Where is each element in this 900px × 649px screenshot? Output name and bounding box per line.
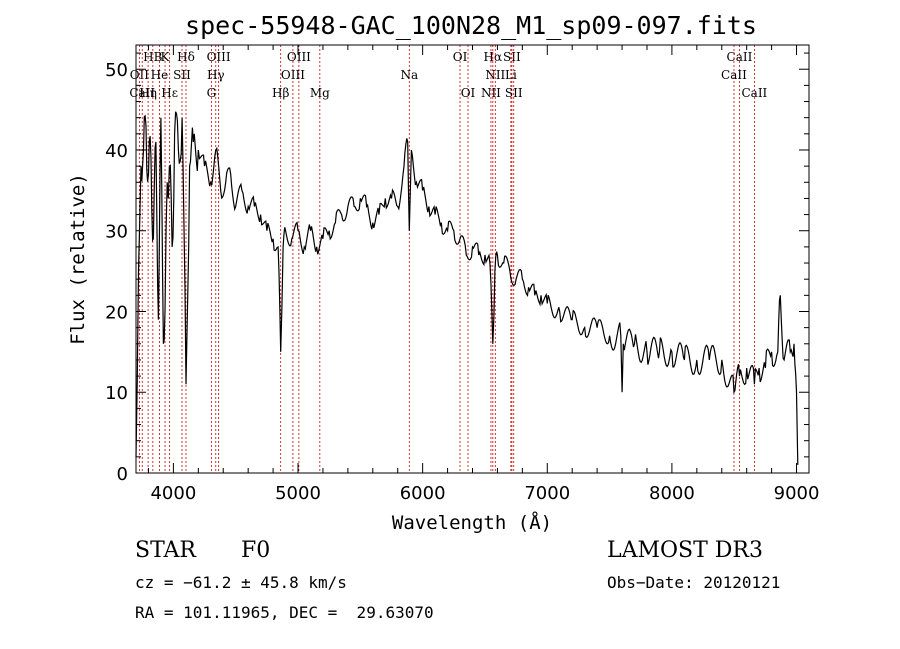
spectrum-series bbox=[135, 111, 799, 465]
line-marker-label: Hβ bbox=[272, 86, 289, 100]
line-marker-label: OI bbox=[461, 86, 476, 100]
line-marker-label: NII bbox=[481, 86, 501, 100]
line-marker-label: Hγ bbox=[207, 68, 225, 82]
line-marker-label: Li bbox=[505, 68, 517, 82]
line-marker-label: OIII bbox=[207, 50, 231, 64]
y-tick-label: 50 bbox=[105, 60, 128, 81]
line-marker-label: OI bbox=[453, 50, 468, 64]
x-tick-label: 8000 bbox=[649, 483, 695, 504]
redshift-cz: cz = −61.2 ± 45.8 km/s bbox=[135, 573, 347, 592]
line-marker-label: G bbox=[207, 86, 217, 100]
survey-name: LAMOST DR3 bbox=[607, 538, 763, 563]
object-subclass: F0 bbox=[241, 538, 271, 563]
line-marker-label: Hδ bbox=[177, 50, 195, 64]
line-marker-label: NII bbox=[485, 68, 505, 82]
x-axis-label: Wavelength (Å) bbox=[392, 511, 552, 534]
y-axis-label: Flux (relative) bbox=[67, 173, 89, 345]
line-marker-label: SII bbox=[505, 86, 523, 100]
line-marker-label: SII bbox=[173, 68, 191, 82]
y-tick-label: 30 bbox=[105, 222, 128, 243]
line-marker-label: Na bbox=[400, 68, 418, 82]
x-tick-label: 5000 bbox=[275, 483, 321, 504]
observation-date: Obs−Date: 20120121 bbox=[607, 573, 781, 592]
line-marker-label: Hα bbox=[484, 50, 503, 64]
line-marker-label: Hε bbox=[161, 86, 178, 100]
line-marker-label: OIII bbox=[281, 68, 305, 82]
x-tick-label: 6000 bbox=[400, 483, 446, 504]
plot-frame bbox=[135, 44, 810, 474]
line-marker-label: SII bbox=[503, 50, 521, 64]
line-marker-label: CaII bbox=[721, 68, 747, 82]
axes: 4000 5000 6000 7000 8000 9000 0 10 20 30 40 50 bbox=[105, 45, 819, 504]
line-marker-label: Mg bbox=[310, 86, 330, 100]
x-tick-label: 7000 bbox=[524, 483, 570, 504]
y-tick-label: 10 bbox=[105, 383, 128, 404]
line-marker-label: CaII bbox=[727, 50, 753, 64]
line-marker-label: He bbox=[151, 68, 169, 82]
y-tick-label: 40 bbox=[105, 141, 128, 162]
line-marker-label: K bbox=[161, 50, 171, 64]
y-tick-label: 20 bbox=[105, 302, 128, 323]
x-tick-label: 9000 bbox=[774, 483, 820, 504]
chart-title: spec-55948-GAC_100N28_M1_sp09-097.fits bbox=[185, 11, 757, 40]
object-type: STAR bbox=[135, 538, 196, 563]
y-tick-label: 0 bbox=[117, 464, 128, 485]
coordinates: RA = 101.11965, DEC = 29.63070 bbox=[135, 603, 434, 622]
line-marker-label: OII bbox=[130, 68, 150, 82]
x-tick-label: 4000 bbox=[150, 483, 196, 504]
line-marker-label: Hη bbox=[139, 86, 157, 100]
line-marker-label: OIII bbox=[287, 50, 311, 64]
line-marker-label: CaII bbox=[741, 86, 767, 100]
